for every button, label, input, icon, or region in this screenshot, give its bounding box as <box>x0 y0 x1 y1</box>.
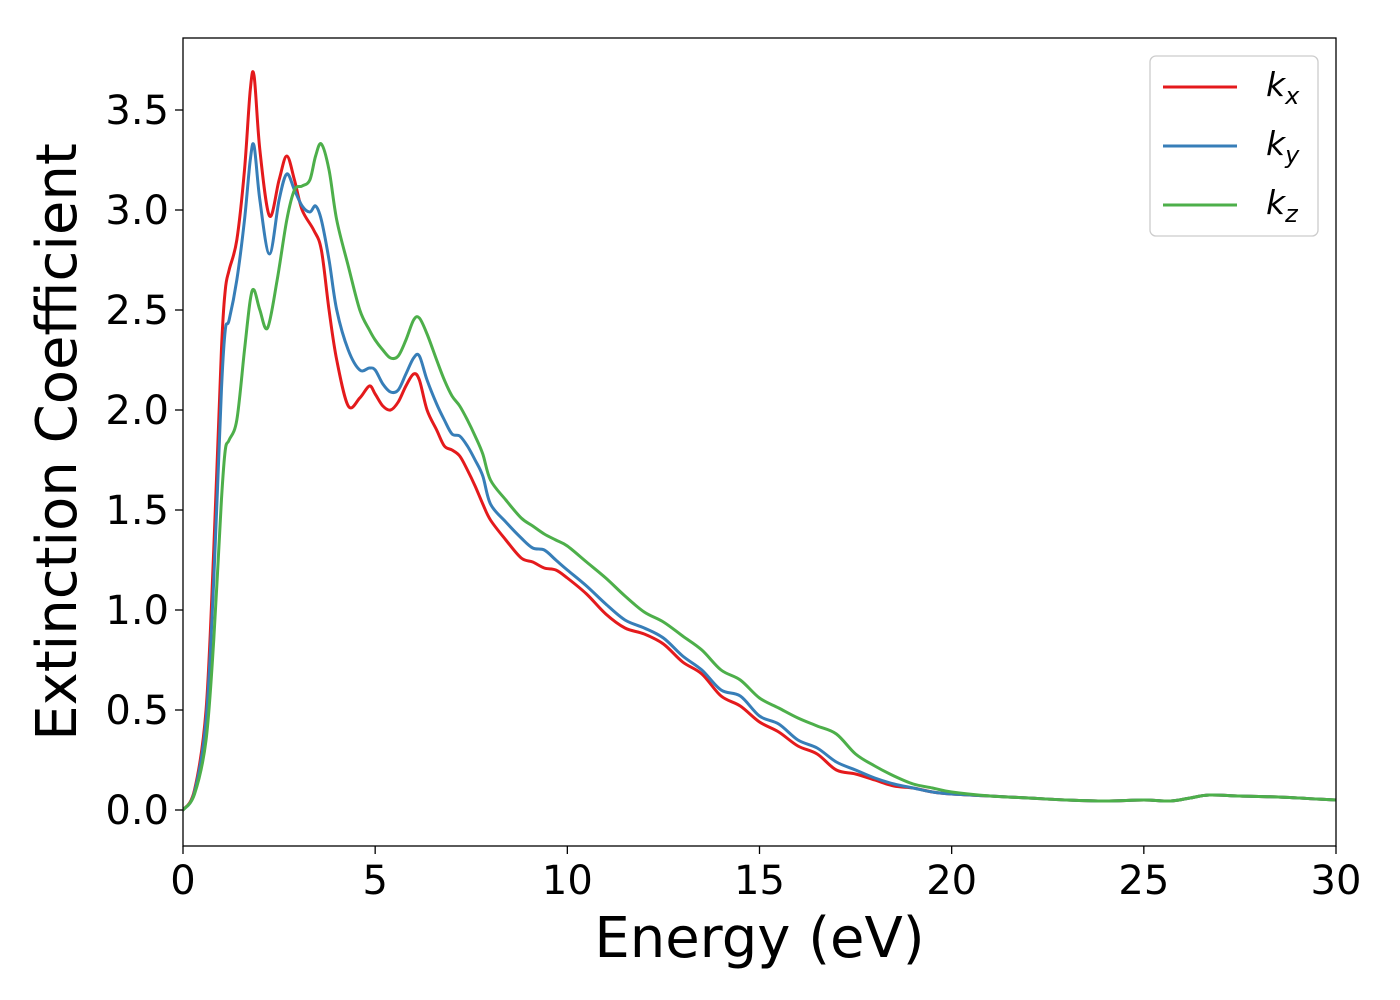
series-line-ky <box>183 142 1336 812</box>
y-axis-ticks: 0.0 0.5 1.0 1.5 2.0 2.5 3.0 3.5 <box>105 88 183 834</box>
x-tick-label: 30 <box>1311 858 1362 904</box>
legend-label-main: k <box>1266 124 1287 163</box>
legend-label-main: k <box>1266 65 1287 104</box>
legend-label-sub: x <box>1284 82 1300 110</box>
y-tick-label: 2.0 <box>105 388 169 434</box>
x-axis-ticks: 0 5 10 15 20 25 30 <box>170 846 1361 904</box>
x-axis-label: Energy (eV) <box>594 906 924 971</box>
legend-label-kx: kx <box>1266 65 1300 110</box>
legend-label-ky: ky <box>1266 124 1300 169</box>
y-axis-label: Extinction Coefficient <box>25 143 90 741</box>
x-tick-label: 15 <box>734 858 785 904</box>
x-tick-label: 0 <box>170 858 195 904</box>
y-tick-label: 0.5 <box>105 688 169 734</box>
legend-label-sub: y <box>1284 141 1300 169</box>
y-tick-label: 3.0 <box>105 188 169 234</box>
y-tick-label: 0.0 <box>105 788 169 834</box>
y-tick-label: 2.5 <box>105 288 169 334</box>
legend-label-main: k <box>1266 183 1287 222</box>
y-tick-label: 3.5 <box>105 88 169 134</box>
x-tick-label: 10 <box>542 858 593 904</box>
x-tick-label: 20 <box>926 858 977 904</box>
x-tick-label: 25 <box>1118 858 1169 904</box>
plot-area <box>183 70 1336 812</box>
series-line-kz <box>183 142 1336 812</box>
legend-label-sub: z <box>1284 200 1299 228</box>
legend-label-kz: kz <box>1266 183 1299 228</box>
y-tick-label: 1.5 <box>105 488 169 534</box>
x-tick-label: 5 <box>362 858 387 904</box>
y-tick-label: 1.0 <box>105 588 169 634</box>
